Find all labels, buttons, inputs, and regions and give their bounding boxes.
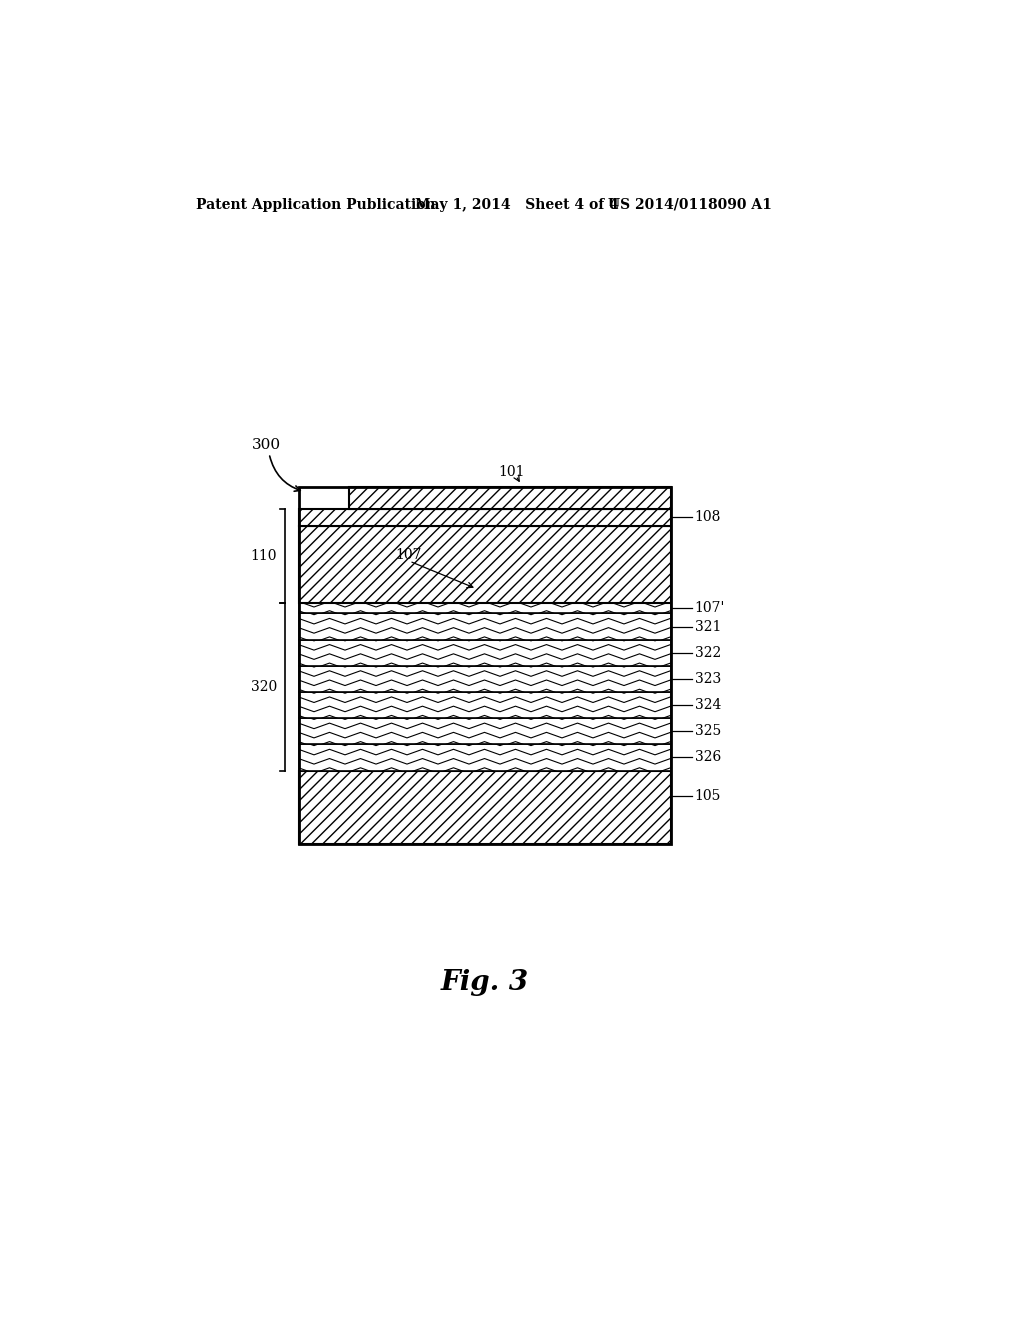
Text: US 2014/0118090 A1: US 2014/0118090 A1 [608,198,772,211]
Text: 323: 323 [694,672,721,686]
Text: 324: 324 [694,698,721,711]
Text: 300: 300 [252,438,282,451]
Bar [299,771,671,843]
Text: 101: 101 [498,465,524,479]
Bar [299,692,671,718]
Text: 108: 108 [694,511,721,524]
Bar [299,665,671,692]
Bar [299,614,671,640]
Bar [299,718,671,744]
Bar [299,525,671,603]
Bar [299,603,671,614]
Bar [299,665,671,692]
Text: 110: 110 [250,549,276,562]
Bar [299,603,671,614]
Text: Fig. 3: Fig. 3 [440,969,528,995]
Bar [299,614,671,640]
Text: 325: 325 [694,725,721,738]
Text: 105: 105 [694,789,721,803]
Bar [299,640,671,665]
Bar [299,718,671,744]
Text: 107: 107 [395,548,422,562]
Bar [299,692,671,718]
Text: Patent Application Publication: Patent Application Publication [197,198,436,211]
Text: 320: 320 [251,680,276,693]
Bar [299,508,671,525]
Bar [299,640,671,665]
Bar [299,487,671,843]
Text: 322: 322 [694,645,721,660]
Bar [349,487,671,508]
Text: 321: 321 [694,619,721,634]
Text: May 1, 2014   Sheet 4 of 4: May 1, 2014 Sheet 4 of 4 [415,198,618,211]
Bar [299,744,671,771]
Text: 326: 326 [694,751,721,764]
Bar [299,744,671,771]
Text: 107': 107' [694,601,725,615]
